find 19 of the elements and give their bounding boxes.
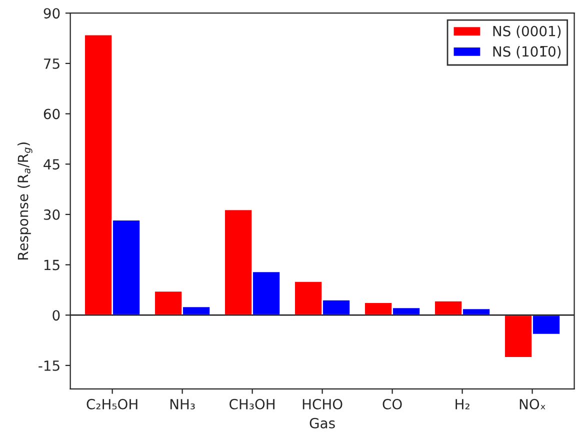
y-tick-label: 90 — [44, 8, 60, 19]
x-axis-title: Gas — [310, 418, 335, 428]
y-tick-label: -15 — [38, 360, 60, 371]
y-tick-label: 0 — [52, 310, 60, 321]
x-tick-label: NOₓ — [520, 398, 546, 410]
y-tick-label: 30 — [44, 209, 60, 220]
x-tick-label: C₂H₅OH — [86, 398, 138, 410]
x-tick-label: CO — [382, 398, 402, 410]
y-tick-label: 45 — [44, 159, 60, 170]
y-tick-label: 60 — [44, 108, 60, 120]
legend-label: NS (0001) — [493, 26, 561, 38]
x-tick-label: NH₃ — [170, 399, 195, 410]
y-tick-label: 75 — [44, 58, 60, 69]
x-tick-label: H₂ — [456, 399, 470, 410]
legend-label: NS (101̅0) — [493, 46, 561, 58]
x-tick-label: CH₃OH — [230, 398, 274, 410]
y-tick-label: 15 — [44, 260, 60, 270]
x-tick-label: HCHO — [302, 398, 342, 410]
y-axis-title: Response (R$_{a}$/R$_{g}$) — [17, 142, 32, 260]
